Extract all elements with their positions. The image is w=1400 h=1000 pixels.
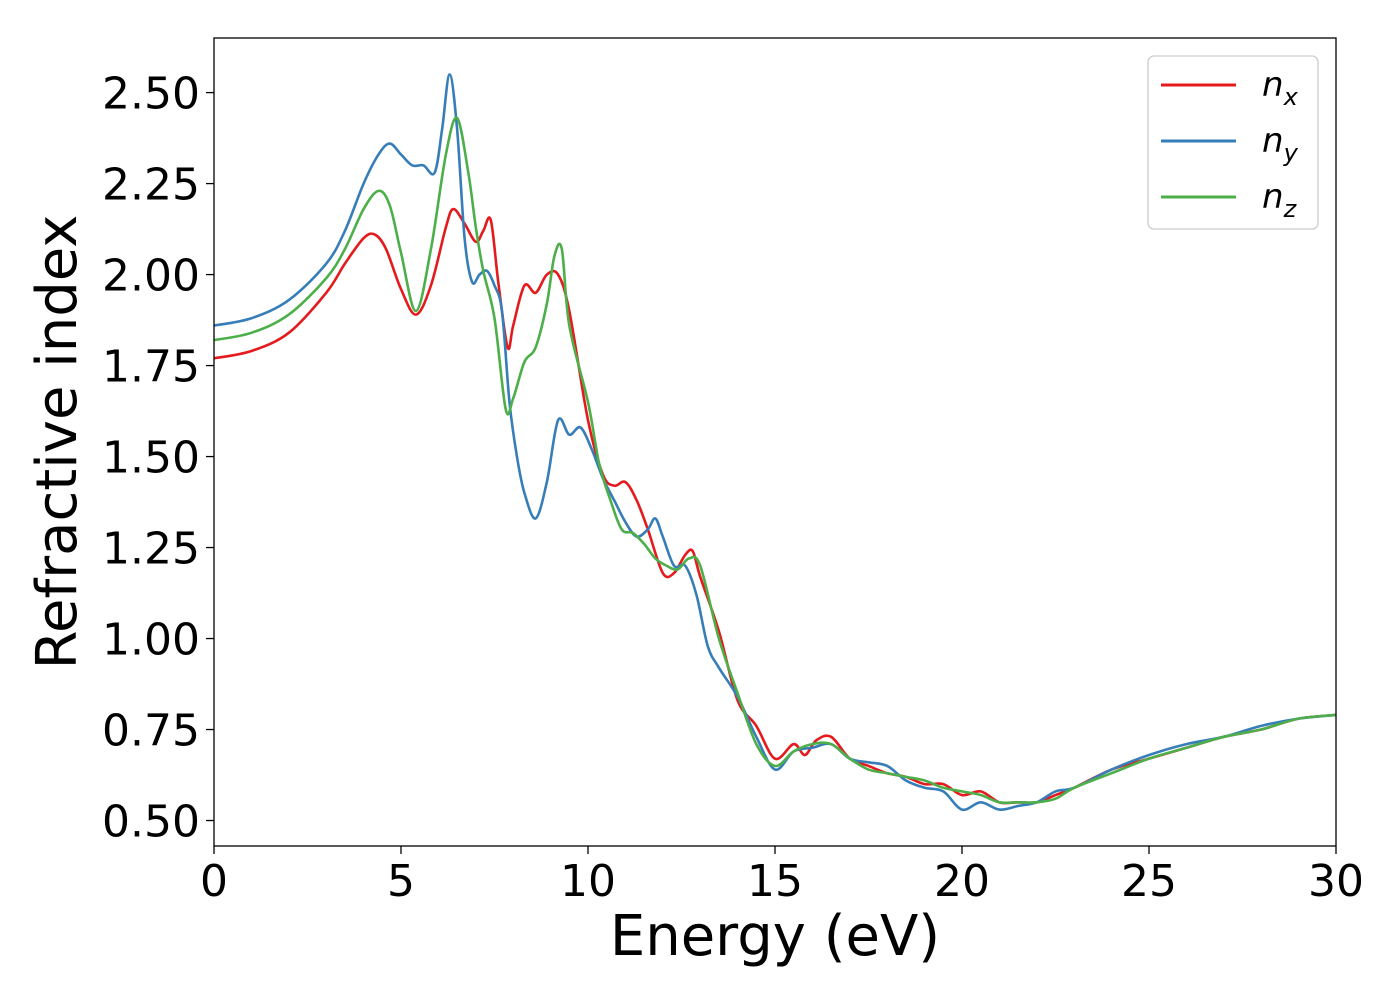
x-tick-label: 10 [560,856,616,907]
y-tick-label: 2.25 [102,160,200,211]
y-tick-label: 1.50 [102,433,200,484]
legend-label-z: nz [1262,177,1298,223]
x-tick-label: 20 [934,856,990,907]
y-axis-label: Refractive index [25,215,90,670]
series-layer [214,73,1336,812]
x-axis-label: Energy (eV) [610,904,940,969]
y-tick-label: 2.00 [102,251,200,302]
y-tick-label: 2.50 [102,69,200,120]
legend-label-y: ny [1262,121,1299,167]
y-tick-label: 1.75 [102,342,200,393]
x-tick-label: 5 [387,856,415,907]
y-tick-label: 0.50 [102,797,200,848]
y-tick-label: 0.75 [102,706,200,757]
legend: nx ny nz [1147,55,1319,230]
x-tick-label: 15 [747,856,803,907]
legend-label-x: nx [1262,65,1299,111]
x-tick-label: 25 [1121,856,1177,907]
legend-entries: nx ny nz [1161,65,1299,223]
ticks-layer: 0 5 10 15 20 25 30 0.50 0.75 1.00 1.25 1.50 1.75 2.00… [102,69,1364,907]
x-tick-label: 30 [1308,856,1364,907]
x-tick-label: 0 [200,856,228,907]
y-tick-label: 1.25 [102,524,200,575]
series-line-z [214,116,1336,805]
y-tick-label: 1.00 [102,615,200,666]
